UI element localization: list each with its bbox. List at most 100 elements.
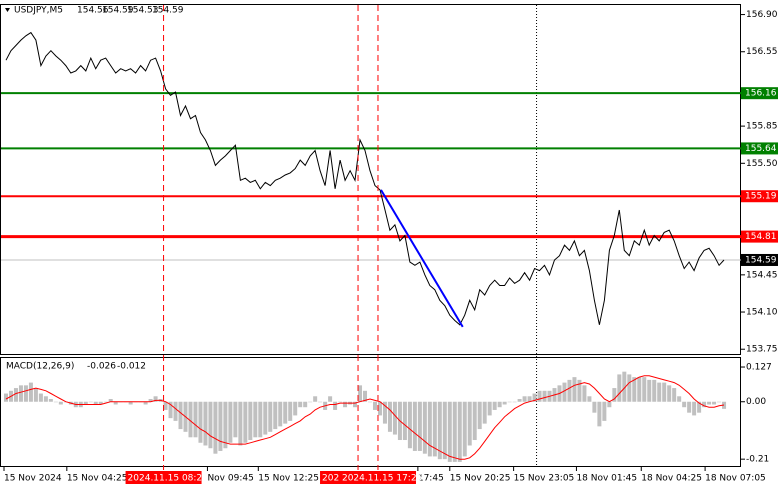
macd-bar — [49, 399, 53, 402]
macd-bar — [303, 402, 307, 407]
macd-bar — [468, 402, 472, 446]
y-tick-label: 154.10 — [746, 308, 778, 318]
symbol: USDJPY,M5 — [14, 6, 63, 16]
macd-bar — [403, 402, 407, 440]
macd-bar — [587, 396, 591, 401]
macd-bar — [418, 402, 422, 451]
price-panel — [1, 5, 741, 355]
macd-bar — [567, 380, 571, 402]
macd-bar — [193, 402, 197, 438]
event-label: 2024.11.15 08:25 — [128, 474, 208, 484]
macd-bar — [328, 396, 332, 401]
ohlc-value: 154.59 — [152, 6, 184, 16]
macd-bar — [483, 402, 487, 424]
macd-bar — [607, 402, 611, 407]
macd-bar — [627, 374, 631, 401]
macd-bar — [637, 377, 641, 402]
macd-bar — [408, 402, 412, 448]
macd-bar — [218, 402, 222, 451]
macd-bar — [617, 374, 621, 401]
macd-bar — [463, 402, 467, 457]
x-tick-label: Nov 09:45 — [207, 474, 253, 484]
macd-bar — [208, 402, 212, 448]
macd-bar — [263, 402, 267, 435]
macd-panel — [1, 358, 741, 467]
x-tick-label: 15 Nov 23:05 — [514, 474, 575, 484]
event-label: 202 — [322, 474, 339, 484]
macd-bar — [458, 402, 462, 462]
macd-bar — [89, 402, 93, 403]
y-tick-label: -0.21 — [746, 455, 769, 465]
event-label: 2024.11.15 17:25 — [342, 474, 422, 484]
macd-bar — [24, 385, 28, 401]
macd-bar — [687, 402, 691, 413]
macd-bar — [19, 385, 23, 401]
macd-bar — [592, 402, 596, 413]
macd-bar — [213, 402, 217, 454]
macd-title: MACD(12,26,9) — [6, 362, 74, 372]
macd-bar — [443, 402, 447, 459]
level-label: 154.81 — [745, 232, 777, 242]
macd-bar — [298, 402, 302, 407]
macd-bar — [657, 383, 661, 402]
macd-bar — [662, 383, 666, 402]
macd-bar — [642, 377, 646, 402]
macd-bar — [378, 402, 382, 416]
macd-bar — [174, 402, 178, 421]
macd-bar — [707, 402, 711, 405]
macd-bar — [273, 402, 277, 429]
level-label: 155.19 — [745, 192, 777, 202]
macd-bar — [602, 402, 606, 421]
macd-bar — [278, 402, 282, 427]
macd-bar — [672, 388, 676, 402]
macd-bar — [448, 402, 452, 462]
x-tick-label: 15 Nov 2024 — [4, 474, 62, 484]
macd-bar — [313, 396, 317, 401]
macd-bar — [652, 380, 656, 402]
macd-bar — [423, 402, 427, 454]
macd-bar — [717, 402, 721, 403]
macd-bar — [223, 402, 227, 448]
macd-bar — [39, 394, 43, 402]
macd-bar — [54, 402, 58, 403]
macd-bar — [338, 402, 342, 403]
macd-bar — [34, 388, 38, 402]
macd-bar — [692, 402, 696, 416]
macd-bar — [562, 383, 566, 402]
macd-bar — [453, 402, 457, 462]
macd-bar — [503, 402, 507, 405]
macd-bar — [44, 396, 48, 401]
y-tick-label: 154.45 — [746, 270, 778, 280]
macd-bar — [493, 402, 497, 410]
macd-bar — [572, 377, 576, 402]
x-tick-label: 15 Nov 04:25 — [67, 474, 128, 484]
macd-bar — [104, 402, 108, 403]
macd-bar — [293, 402, 297, 416]
macd-bar — [238, 402, 242, 446]
macd-bar — [4, 394, 8, 402]
macd-bar — [198, 402, 202, 443]
macd-bar — [473, 402, 477, 440]
x-tick-label: 18 Nov 07:05 — [705, 474, 766, 484]
macd-bar — [513, 402, 517, 403]
macd-readout: -0.012 — [117, 362, 146, 372]
macd-bar — [413, 402, 417, 451]
macd-bar — [518, 399, 522, 402]
macd-bar — [59, 402, 63, 405]
y-tick-label: 0.127 — [746, 363, 772, 373]
macd-bar — [428, 402, 432, 457]
macd-bar — [508, 402, 512, 403]
macd-bar — [253, 402, 257, 438]
level-label: 154.59 — [745, 255, 777, 265]
level-label: 155.64 — [745, 144, 777, 154]
macd-bar — [333, 402, 337, 410]
macd-bar — [368, 402, 372, 403]
macd-bar — [667, 385, 671, 401]
macd-bar — [478, 402, 482, 429]
y-tick-label: 153.75 — [746, 345, 778, 355]
macd-bar — [647, 380, 651, 402]
macd-bar — [268, 402, 272, 432]
y-tick-label: 156.90 — [746, 10, 778, 20]
macd-bar — [308, 402, 312, 403]
